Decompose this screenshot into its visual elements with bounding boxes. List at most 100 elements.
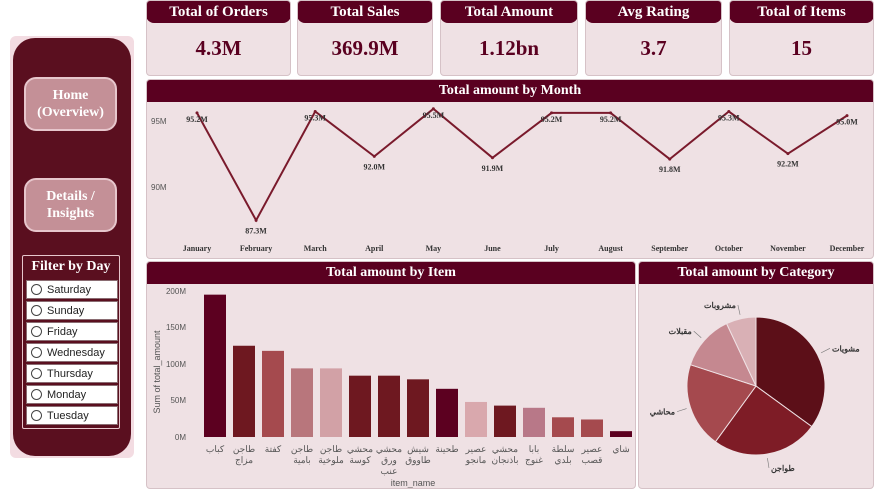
radio-icon[interactable] <box>31 284 42 295</box>
month-data-label: 91.8M <box>659 165 681 174</box>
item-bar <box>407 379 429 437</box>
category-data-label: مقبلات <box>669 327 692 336</box>
month-data-label: 95.3M <box>718 114 740 123</box>
item-tick-label: طحينة <box>435 444 458 454</box>
radio-icon[interactable] <box>31 347 42 358</box>
day-label: Monday <box>47 388 87 401</box>
category-leader-line <box>767 458 770 469</box>
month-data-label: 95.0M <box>836 118 858 127</box>
item-chart-panel: Total amount by Item 200M 150M 100M 50M … <box>146 261 636 489</box>
item-tick-label: عصير قصب <box>581 444 603 465</box>
category-data-label: محاشي <box>650 408 675 418</box>
category-data-label: طواجن <box>771 464 795 474</box>
day-filter-option[interactable]: Sunday <box>26 301 118 320</box>
month-line-chart: 95M 90M 95.2M January 87.3M February 95.3M Ma… <box>151 107 865 253</box>
item-tick-label: طاجن بامية <box>291 444 313 465</box>
y-tick-label: 100M <box>166 360 186 369</box>
kpi-total-amount: Total Amount 1.12bn <box>440 0 578 76</box>
item-bar <box>291 368 313 437</box>
radio-icon[interactable] <box>31 368 42 379</box>
month-point <box>490 156 494 160</box>
month-data-label: 95.5M <box>423 111 445 120</box>
item-bar <box>465 401 487 437</box>
category-data-label: مشروبات <box>704 301 736 311</box>
day-filter-option[interactable]: Monday <box>26 385 118 404</box>
day-label: Thursday <box>47 367 93 380</box>
month-point <box>845 114 849 118</box>
category-leader-line <box>676 408 687 412</box>
month-chart-title: Total amount by Month <box>147 80 873 102</box>
month-chart-panel: Total amount by Month 95M 90M 95.2M Janua… <box>146 79 874 259</box>
month-tick-label: February <box>240 244 272 253</box>
y-tick-label: 200M <box>166 287 186 296</box>
item-tick-label: بابا غنوج <box>525 444 543 466</box>
month-tick-label: November <box>770 244 806 253</box>
item-bar <box>436 388 458 437</box>
day-filter: Filter by Day Saturday Sunday Friday Wed… <box>22 255 120 429</box>
month-tick-label: October <box>715 244 743 253</box>
month-data-label: 87.3M <box>245 226 267 235</box>
item-bar <box>610 431 632 437</box>
day-filter-option[interactable]: Friday <box>26 322 118 341</box>
category-chart-panel: Total amount by Category مشويات طواجن محاش… <box>638 261 874 489</box>
category-slice <box>686 364 757 443</box>
month-tick-label: January <box>183 244 211 253</box>
kpi-value: 369.9M <box>331 36 399 60</box>
month-point <box>550 111 554 115</box>
y-tick-label: 150M <box>166 323 186 332</box>
month-data-label: 95.3M <box>304 114 326 123</box>
item-bar <box>233 345 255 437</box>
day-filter-option[interactable]: Thursday <box>26 364 118 383</box>
month-data-label: 92.2M <box>777 160 799 169</box>
category-chart-title: Total amount by Category <box>639 262 873 284</box>
day-filter-option[interactable]: Tuesday <box>26 406 118 425</box>
details-insights-button[interactable]: Details / Insights <box>24 178 117 232</box>
month-data-label: 91.9M <box>482 164 504 173</box>
category-slice <box>725 316 757 387</box>
month-tick-label: May <box>426 244 442 253</box>
kpi-title: Total Sales <box>298 1 432 23</box>
y-axis-label: Sum of total_amount <box>152 330 162 414</box>
item-tick-label: كباب <box>206 444 225 454</box>
item-tick-label: محشي ورق عنب <box>376 444 402 476</box>
month-point <box>668 157 672 161</box>
radio-icon[interactable] <box>31 410 42 421</box>
item-bar <box>320 368 342 437</box>
kpi-value: 1.12bn <box>478 36 540 60</box>
kpi-title: Avg Rating <box>586 1 721 23</box>
item-chart-title: Total amount by Item <box>147 262 635 284</box>
day-filter-option[interactable]: Saturday <box>26 280 118 299</box>
month-point <box>727 110 731 114</box>
radio-icon[interactable] <box>31 389 42 400</box>
month-tick-label: June <box>484 244 501 253</box>
day-label: Sunday <box>47 304 85 317</box>
item-tick-label: سلطة بلدي <box>552 444 575 465</box>
home-overview-button[interactable]: Home (Overview) <box>24 77 117 131</box>
kpi-value: 3.7 <box>640 36 667 60</box>
day-filter-option[interactable]: Wednesday <box>26 343 118 362</box>
item-bar <box>552 417 574 437</box>
item-tick-label: محشي كوسة <box>347 444 373 466</box>
month-tick-label: September <box>651 244 688 253</box>
item-bar <box>523 407 545 437</box>
month-point <box>431 107 435 111</box>
month-tick-label: December <box>830 244 865 253</box>
month-tick-label: July <box>544 244 559 253</box>
month-data-label: 95.2M <box>600 115 622 124</box>
item-bar <box>204 294 226 437</box>
category-leader-line <box>693 330 702 338</box>
item-bar <box>581 419 603 437</box>
month-point <box>313 110 317 114</box>
month-point <box>195 111 199 115</box>
kpi-value: 15 <box>791 36 812 60</box>
kpi-value: 4.3M <box>195 36 242 60</box>
month-series-line <box>196 107 848 223</box>
category-slice <box>714 385 813 456</box>
radio-icon[interactable] <box>31 326 42 337</box>
radio-icon[interactable] <box>31 305 42 316</box>
kpi-total-sales: Total Sales 369.9M <box>297 0 433 76</box>
y-tick-label: 95M <box>151 117 167 126</box>
category-leader-line <box>820 348 831 354</box>
item-tick-label: طاجن ملوخية <box>318 444 344 466</box>
